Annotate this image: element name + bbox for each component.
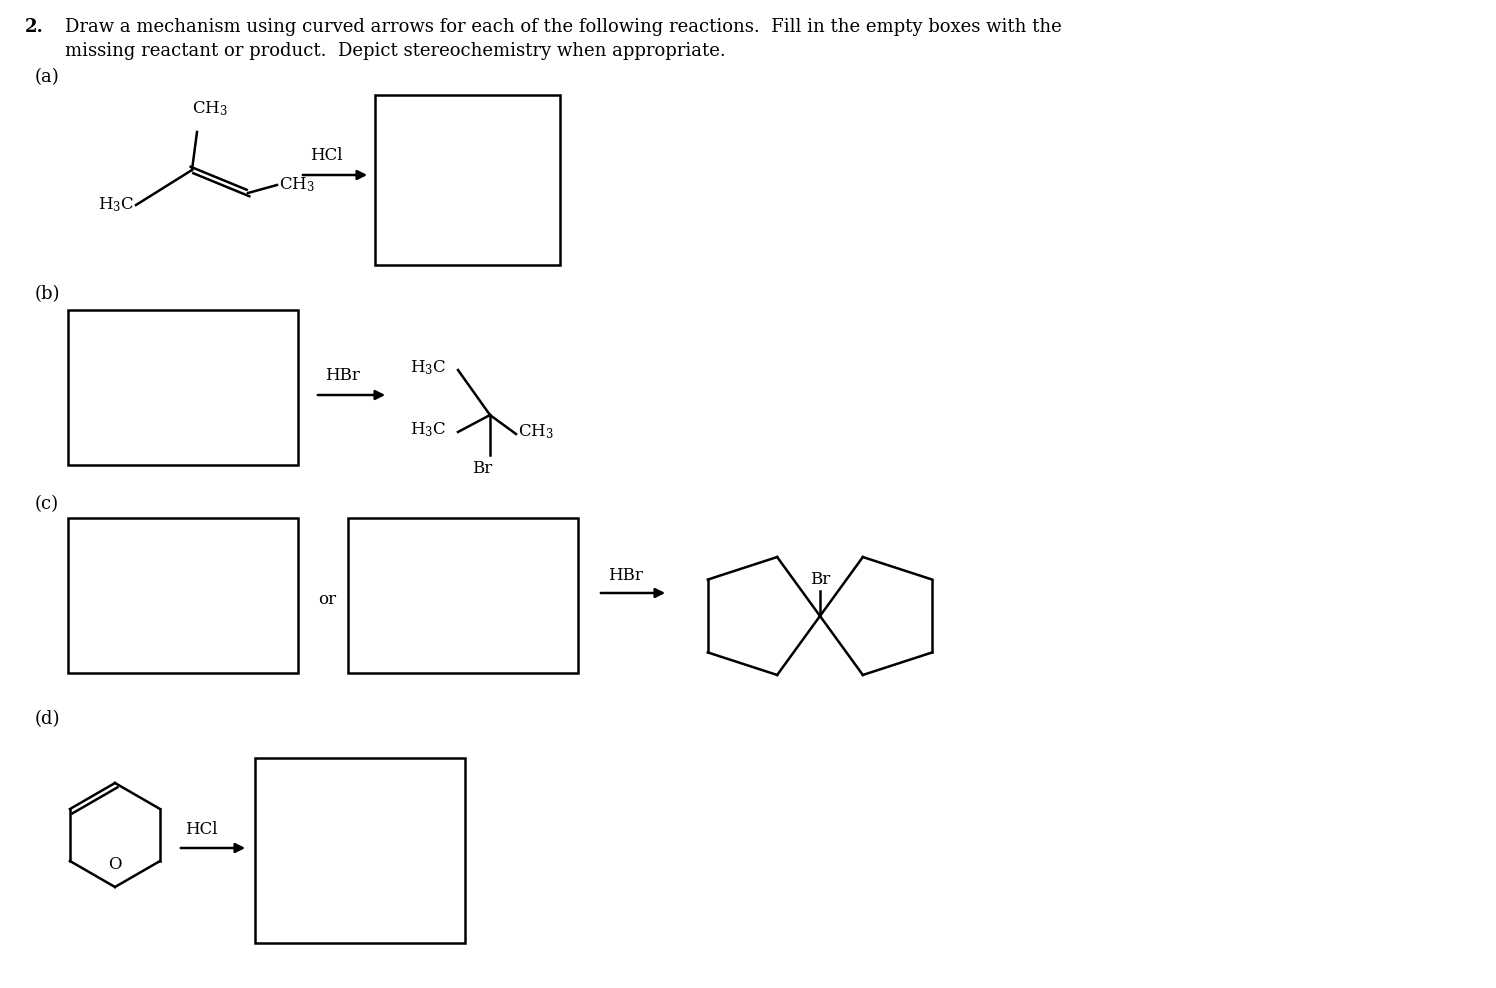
Text: $\mathdefault{H_3C}$: $\mathdefault{H_3C}$	[410, 359, 446, 377]
Text: HCl: HCl	[310, 146, 343, 163]
Text: $\mathdefault{CH_3}$: $\mathdefault{CH_3}$	[518, 423, 554, 442]
Text: O: O	[108, 856, 121, 873]
Text: (c): (c)	[34, 495, 60, 513]
Text: HCl: HCl	[186, 821, 217, 839]
Text: missing reactant or product.  Depict stereochemistry when appropriate.: missing reactant or product. Depict ster…	[64, 42, 726, 60]
Text: (d): (d)	[34, 710, 60, 728]
Bar	[349, 518, 577, 673]
Text: 2.: 2.	[25, 18, 43, 36]
Text: Br: Br	[809, 571, 830, 588]
Text: $\mathdefault{CH_3}$: $\mathdefault{CH_3}$	[278, 176, 314, 195]
Text: (b): (b)	[34, 285, 60, 303]
Bar	[67, 518, 298, 673]
Text: or: or	[319, 592, 337, 609]
Text: HBr: HBr	[325, 367, 361, 383]
Text: (a): (a)	[34, 68, 60, 86]
Text: Draw a mechanism using curved arrows for each of the following reactions.  Fill : Draw a mechanism using curved arrows for…	[64, 18, 1062, 36]
Text: Br: Br	[471, 460, 492, 477]
Bar	[67, 310, 298, 465]
Bar	[254, 758, 465, 943]
Text: HBr: HBr	[607, 566, 643, 584]
Bar	[375, 95, 560, 265]
Text: $\mathdefault{CH_3}$: $\mathdefault{CH_3}$	[191, 100, 227, 118]
Text: $\mathdefault{H_3C}$: $\mathdefault{H_3C}$	[410, 421, 446, 440]
Text: $\mathdefault{H_3C}$: $\mathdefault{H_3C}$	[99, 196, 135, 214]
